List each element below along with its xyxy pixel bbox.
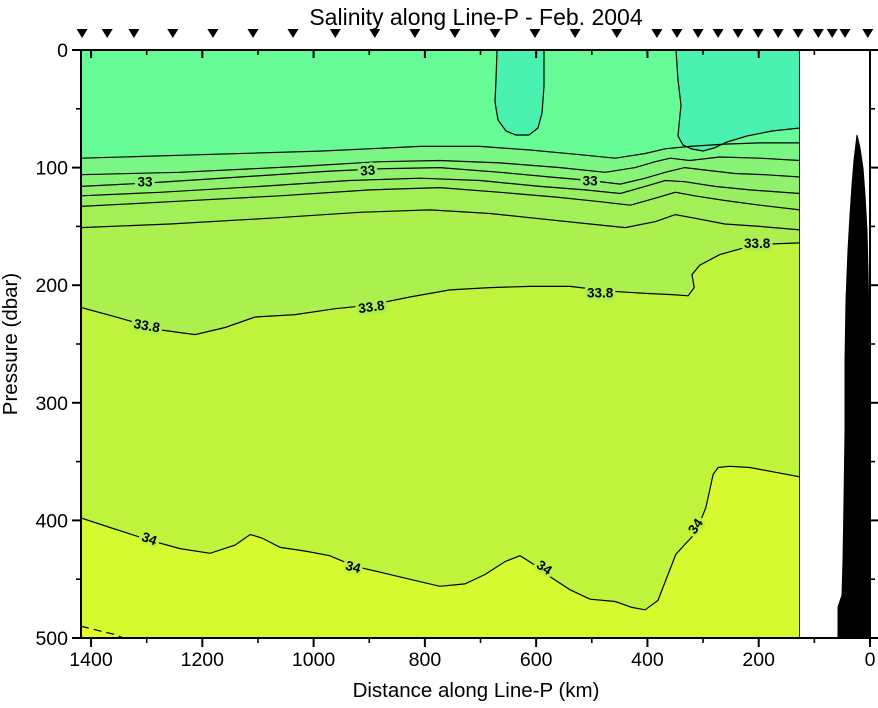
station-marker [569, 29, 581, 38]
station-markers [76, 29, 874, 38]
y-tick-label: 400 [35, 510, 68, 532]
station-marker [101, 29, 113, 38]
contour-line-32.8 [81, 156, 800, 176]
station-marker [409, 29, 421, 38]
x-tick-label: 1000 [292, 649, 336, 671]
fresh-patch-fill [676, 50, 800, 151]
contour-line-33.2 [81, 177, 800, 197]
station-marker [247, 29, 259, 38]
contour-line-33 [81, 166, 800, 187]
contour-lines [81, 50, 800, 638]
contour-label-33: 33 [137, 175, 153, 190]
station-marker [826, 29, 838, 38]
contour-label-33: 33 [360, 162, 377, 178]
band-fill-below-34.2 [81, 626, 124, 638]
contour-fills [81, 50, 800, 638]
station-marker [772, 29, 784, 38]
contour-line-32.4 [494, 50, 545, 136]
station-marker [76, 29, 88, 38]
axis-tick-labels: 1400 1200 1000 800 600 400 200 0 0 100 200 300 400 50… [35, 40, 875, 671]
contour-line-33.8 [81, 242, 800, 336]
station-marker [812, 29, 824, 38]
x-axis-label: Distance along Line-P (km) [353, 679, 600, 702]
station-marker [862, 29, 874, 38]
x-tick-label: 1200 [181, 649, 225, 671]
station-marker [128, 29, 140, 38]
x-tick-label: 200 [742, 649, 775, 671]
x-tick-label: 1400 [69, 649, 113, 671]
station-marker [692, 29, 704, 38]
station-marker [207, 29, 219, 38]
bathymetry-silhouette [837, 134, 871, 639]
y-tick-label: 200 [35, 275, 68, 297]
station-marker [792, 29, 804, 38]
y-tick-label: 500 [35, 628, 68, 650]
station-marker [752, 29, 764, 38]
x-tick-label: 400 [631, 649, 664, 671]
y-axis-label: Pressure (dbar) [0, 273, 22, 415]
station-marker [712, 29, 724, 38]
bathymetry-shape [837, 134, 871, 639]
station-marker [732, 29, 744, 38]
x-tick-label: 600 [520, 649, 553, 671]
x-tick-label: 0 [865, 649, 876, 671]
fresh-patch-fill [495, 50, 544, 135]
band-fill-below-34 [81, 466, 800, 638]
contour-label-33.8: 33.8 [744, 236, 771, 251]
contour-line-33.6 [81, 209, 800, 231]
station-marker [529, 29, 541, 38]
x-tick-label: 800 [409, 649, 442, 671]
contour-label-33: 33 [583, 174, 599, 189]
chart-title: Salinity along Line-P - Feb. 2004 [309, 4, 642, 30]
station-marker [449, 29, 461, 38]
station-marker [611, 29, 623, 38]
contour-label-33.8: 33.8 [587, 285, 614, 300]
station-marker [369, 29, 381, 38]
station-marker [329, 29, 341, 38]
contour-line-33.4 [81, 186, 800, 211]
contour-line-32.6 [81, 142, 800, 159]
y-tick-label: 0 [57, 40, 68, 62]
station-marker [287, 29, 299, 38]
contour-line-32.4 [675, 50, 800, 152]
axis-ticks [72, 49, 878, 647]
station-marker [839, 29, 851, 38]
station-marker [651, 29, 663, 38]
station-marker [671, 29, 683, 38]
station-marker [167, 29, 179, 38]
station-marker [489, 29, 501, 38]
y-tick-label: 100 [35, 158, 68, 180]
contour-line-34 [81, 465, 800, 611]
y-tick-label: 300 [35, 393, 68, 415]
